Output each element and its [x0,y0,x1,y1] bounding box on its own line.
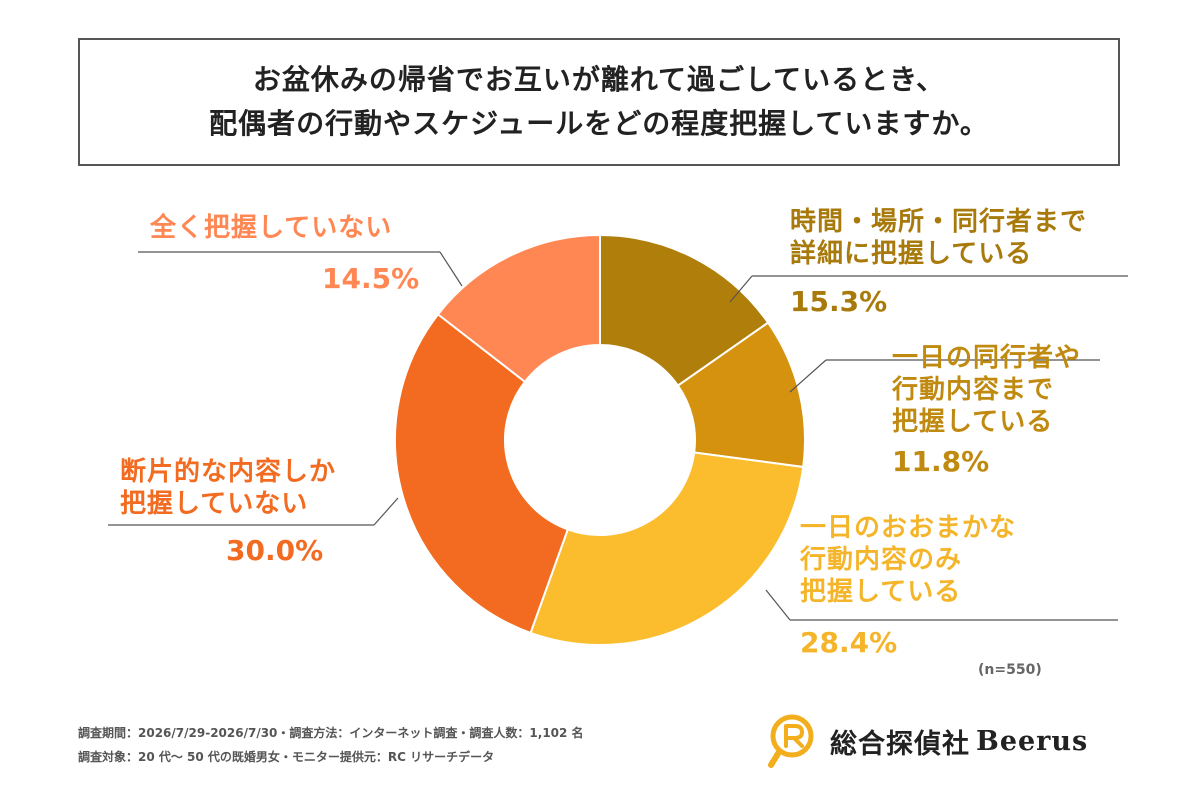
label-slice-1: 時間・場所・同行者まで 詳細に把握している [790,206,1087,270]
label-slice-3: 一日のおおまかな 行動内容のみ 把握している [800,512,1016,608]
leader-5 [439,251,463,287]
value-slice-1: 15.3% [790,285,888,318]
leader-lines [108,251,1128,621]
donut-slice-5 [436,233,601,384]
label-slice-3-line-1: 一日のおおまかな [800,513,1017,543]
footer-line-2: 調査対象：20 代〜 50 代の既婚男女・モニター提供元：RC リサーチデータ [78,750,495,764]
donut-slice-3 [529,451,805,646]
value-slice-4: 30.0% [226,534,324,567]
donut-slice-1 [599,233,770,388]
sample-size-note: (n=550) [978,662,1042,678]
label-slice-3-line-2: 行動内容のみ [800,545,963,575]
value-slice-5: 14.5% [322,262,420,295]
label-slice-1-line-2: 詳細に把握している [790,239,1033,269]
label-slice-2: 一日の同行者や 行動内容まで 把握している [892,342,1081,438]
label-slice-5: 全く把握していない [150,212,392,244]
company-logo: 総合探偵社 Beerus [768,712,1088,770]
leader-2 [789,359,827,393]
label-slice-2-line-3: 把握している [892,407,1054,437]
magnifier-r-icon [768,714,814,768]
label-slice-2-line-1: 一日の同行者や [892,343,1082,373]
title-box: お盆休みの帰省でお互いが離れて過ごしているとき、 配偶者の行動やスケジュールをど… [78,38,1120,166]
value-slice-2: 11.8% [892,445,990,478]
label-slice-4-line-2: 把握していない [120,489,309,519]
label-slice-5-line-1: 全く把握していない [150,213,393,243]
label-slice-4-line-1: 断片的な内容しか [120,457,337,487]
logo-text-brand: Beerus [976,725,1089,757]
footer-line-1: 調査期間：2026/7/29-2026/7/30・調査方法：インターネット調査・… [78,726,584,740]
leader-4 [373,497,399,526]
leader-3 [765,589,791,621]
logo-text-ja: 総合探偵社 [830,728,970,760]
label-slice-1-line-1: 時間・場所・同行者まで [790,207,1088,237]
label-slice-3-line-3: 把握している [800,577,962,607]
label-slice-4: 断片的な内容しか 把握していない [120,456,336,520]
title-line-1: お盆休みの帰省でお互いが離れて過ごしているとき、 [252,63,946,96]
leader-1 [729,275,753,303]
title-line-2: 配偶者の行動やスケジュールをどの程度把握していますか。 [209,107,989,140]
value-slice-3: 28.4% [800,626,898,659]
donut-slice-4 [394,312,570,635]
label-slice-2-line-2: 行動内容まで [892,375,1055,405]
